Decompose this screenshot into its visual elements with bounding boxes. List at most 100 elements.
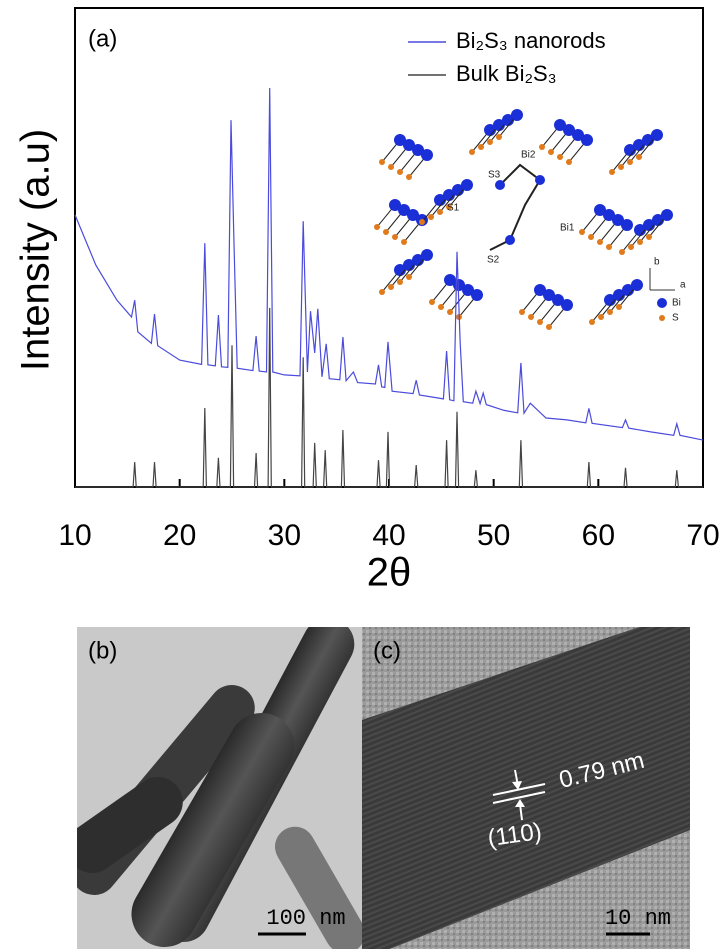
s-atom — [437, 209, 443, 215]
s-atom — [397, 279, 403, 285]
bi-atom — [572, 129, 584, 141]
s-atom — [609, 169, 615, 175]
s-atom — [528, 314, 534, 320]
s-atom — [519, 309, 525, 315]
crystal-inset: Bi2 S3 S1 Bi1 S2 b a Bi S — [374, 109, 686, 330]
inset-label: Bi2 — [521, 150, 536, 161]
bi-atom — [421, 149, 433, 161]
inset-label: S2 — [487, 255, 500, 266]
s-atom — [636, 154, 642, 160]
bi-atom — [594, 204, 606, 216]
bi-atom — [403, 139, 415, 151]
hrtem-image-c — [362, 627, 690, 949]
bi-atom — [511, 109, 523, 121]
x-tick-label: 40 — [372, 519, 405, 552]
scale-bar-label: 10 nm — [605, 906, 671, 931]
inset-label: S3 — [488, 170, 501, 181]
s-atom — [388, 284, 394, 290]
bi-atom — [581, 134, 593, 146]
s-atom — [579, 229, 585, 235]
s-atom — [446, 204, 452, 210]
bi-atom — [661, 209, 673, 221]
s-atom — [401, 239, 407, 245]
s-atom — [428, 214, 434, 220]
s-atom — [487, 139, 493, 145]
legend-label: Bulk Bi₂S₃ — [456, 61, 557, 86]
s-atom — [566, 159, 572, 165]
s-atom — [546, 324, 552, 330]
bi-atom — [394, 134, 406, 146]
s-atom — [597, 239, 603, 245]
bi-atom — [471, 289, 483, 301]
s-atom — [379, 289, 385, 295]
s-atom — [496, 134, 502, 140]
s-atom — [548, 149, 554, 155]
bi-atom — [631, 279, 643, 291]
s-atom — [429, 299, 435, 305]
s-atom — [589, 319, 595, 325]
panel-label: (a) — [88, 25, 117, 52]
bi-atom — [462, 284, 474, 296]
s-atom — [383, 229, 389, 235]
scale-bar-label: 100 nm — [266, 906, 345, 931]
s-atom — [628, 244, 634, 250]
bi-atom — [398, 204, 410, 216]
bi-atom — [421, 249, 433, 261]
inset-label: Bi1 — [560, 223, 575, 234]
s-atom — [588, 234, 594, 240]
bi-atom — [444, 274, 456, 286]
series-line — [74, 87, 704, 441]
s-atom — [607, 309, 613, 315]
bi-atom — [461, 179, 473, 191]
s-atom — [619, 249, 625, 255]
s-atom — [469, 149, 475, 155]
x-tick-label: 30 — [268, 519, 301, 552]
s-atom — [392, 234, 398, 240]
x-tick-label: 10 — [58, 519, 91, 552]
s-atom — [379, 159, 385, 165]
s-atom — [557, 154, 563, 160]
panel-label: (b) — [88, 637, 117, 664]
bi-atom — [495, 180, 505, 190]
s-atom — [606, 244, 612, 250]
s-atom — [397, 169, 403, 175]
panel-label: (c) — [373, 637, 401, 664]
bi-atom — [412, 144, 424, 156]
bi-atom — [554, 119, 566, 131]
s-atom — [438, 304, 444, 310]
s-atom — [616, 304, 622, 310]
bi-atom — [389, 199, 401, 211]
legend-s — [659, 315, 665, 321]
inset-label: b — [654, 257, 660, 268]
s-atom — [419, 219, 425, 225]
bi-atom — [651, 129, 663, 141]
bi-atom — [603, 209, 615, 221]
s-atom — [539, 144, 545, 150]
s-atom — [537, 319, 543, 325]
s-atom — [406, 174, 412, 180]
bi-atom — [543, 289, 555, 301]
x-tick-label: 50 — [477, 519, 510, 552]
legend-label: Bi₂S₃ nanorods — [456, 28, 606, 53]
s-atom — [627, 159, 633, 165]
bi-atom — [535, 175, 545, 185]
s-atom — [618, 164, 624, 170]
inset-label: a — [680, 280, 686, 291]
legend-bi — [657, 298, 667, 308]
s-atom — [388, 164, 394, 170]
bi-atom — [552, 294, 564, 306]
y-axis-label: Intensity (a.u) — [14, 129, 58, 371]
inset-label: S — [672, 313, 679, 324]
bi-atom — [534, 284, 546, 296]
inset-label: S1 — [447, 203, 460, 214]
bi-atom — [561, 299, 573, 311]
series-line — [75, 307, 703, 488]
s-atom — [374, 224, 380, 230]
s-atom — [447, 309, 453, 315]
s-atom — [478, 144, 484, 150]
s-atom — [598, 314, 604, 320]
s-atom — [646, 234, 652, 240]
inset-label: Bi — [672, 298, 681, 309]
bi-atom — [563, 124, 575, 136]
